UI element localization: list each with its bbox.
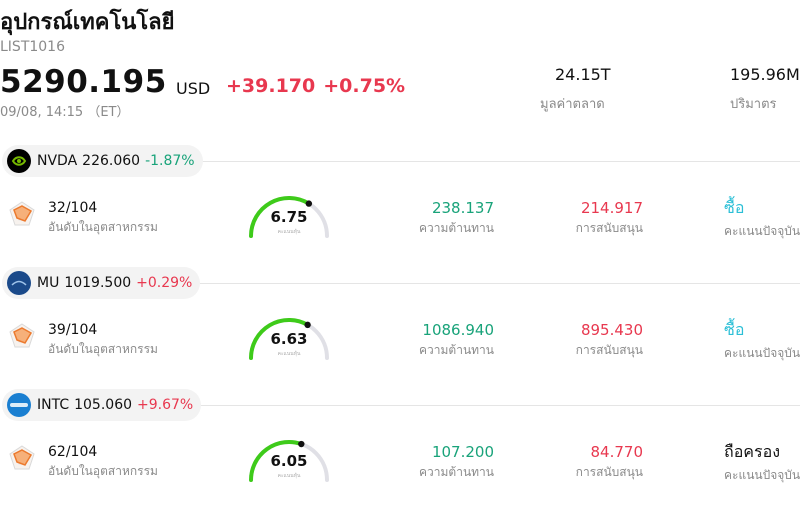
gauge-marker [304,321,311,329]
change-percent: +0.75% [323,75,406,97]
resistance-label: ความต้านทาน [419,465,494,479]
volume-value: 195.96M [730,65,800,84]
radar-chart-icon [9,201,35,226]
stock-score: 6.63 [270,330,308,348]
change-absolute: +39.170 [226,75,316,97]
industry-rank: 39/104 [48,322,98,338]
resistance-value: 1086.940 [422,321,494,339]
industry-rank-label: อันดับในอุตสาหกรรม [48,220,158,234]
stock-change: +0.29% [136,275,193,291]
gauge-marker [305,200,313,207]
index-price: 5290.195 [0,64,167,100]
stock-price: 105.060 [74,397,133,413]
support-label: การสนับสนุน [575,465,643,479]
volume-label: ปริมาตร [730,97,777,112]
list-code: LIST1016 [0,39,65,55]
radar-chart-icon [9,323,35,348]
gauge-fill [249,318,310,360]
currency-label: USD [176,79,211,98]
stock-chip[interactable]: NVDA 226.060 -1.87% [2,145,203,177]
resistance-value: 107.200 [431,443,494,461]
stock-score: 6.75 [270,208,308,226]
micron-logo-icon [7,271,31,295]
radar-chart-icon [9,445,35,470]
nvidia-logo-icon [7,149,31,173]
industry-rank: 62/104 [48,444,98,460]
ticker: MU [37,275,60,291]
stock-chip[interactable]: MU 1019.500 +0.29% [2,267,201,299]
industry-rank-label: อันดับในอุตสาหกรรม [48,464,158,478]
stock-price: 1019.500 [64,275,132,291]
current-rating: ถือครอง [724,442,781,461]
index-change: +39.170 +0.75% [226,75,405,97]
intel-logo-icon [7,393,31,417]
support-label: การสนับสนุน [575,221,643,235]
support-value: 214.917 [580,199,643,217]
score-gauge [249,196,329,238]
row-divider [200,283,800,284]
stock-chip[interactable]: INTC 105.060 +9.67% [2,389,202,421]
resistance-label: ความต้านทาน [419,343,494,357]
stock-score-label: คะแนนหุ้น [277,351,301,357]
ticker: NVDA [37,153,78,169]
current-rating-label: คะแนนปัจจุบัน [724,224,800,238]
stock-row[interactable]: INTC 105.060 +9.67% 62/104 อันดับในอุตสาหกรร… [0,389,800,511]
gauge-fill [249,196,311,238]
stock-score-label: คะแนนหุ้น [277,473,301,479]
stock-row[interactable]: MU 1019.500 +0.29% 39/104 อันดับในอุตสาหกรรม… [0,267,800,389]
stock-row[interactable]: NVDA 226.060 -1.87% 32/104 อันดับในอุตสาหกรร… [0,145,800,267]
score-gauge [249,440,329,482]
current-rating: ซื้อ [724,320,745,339]
support-value: 895.430 [580,321,643,339]
gauge-fill [249,440,304,482]
current-rating: ซื้อ [724,198,745,217]
timestamp: 09/08, 14:15 （ET） [0,105,130,120]
current-rating-label: คะแนนปัจจุบัน [724,346,800,360]
stock-score: 6.05 [270,452,308,470]
current-rating-label: คะแนนปัจจุบัน [724,468,800,482]
stock-change: +9.67% [137,397,194,413]
page-title: อุปกรณ์เทคโนโลยี [0,10,175,35]
support-value: 84.770 [590,443,644,461]
gauge-marker [298,440,305,448]
resistance-value: 238.137 [431,199,494,217]
stock-price: 226.060 [82,153,141,169]
ticker: INTC [37,397,70,413]
industry-rank-label: อันดับในอุตสาหกรรม [48,342,158,356]
market-cap-label: มูลค่าตลาด [540,97,605,112]
resistance-label: ความต้านทาน [419,221,494,235]
row-divider [200,161,800,162]
industry-rank: 32/104 [48,200,98,216]
market-cap-value: 24.15T [555,65,611,84]
score-gauge [249,318,329,360]
stock-score-label: คะแนนหุ้น [277,229,301,235]
support-label: การสนับสนุน [575,343,643,357]
stock-change: -1.87% [145,153,195,169]
row-divider [200,405,800,406]
